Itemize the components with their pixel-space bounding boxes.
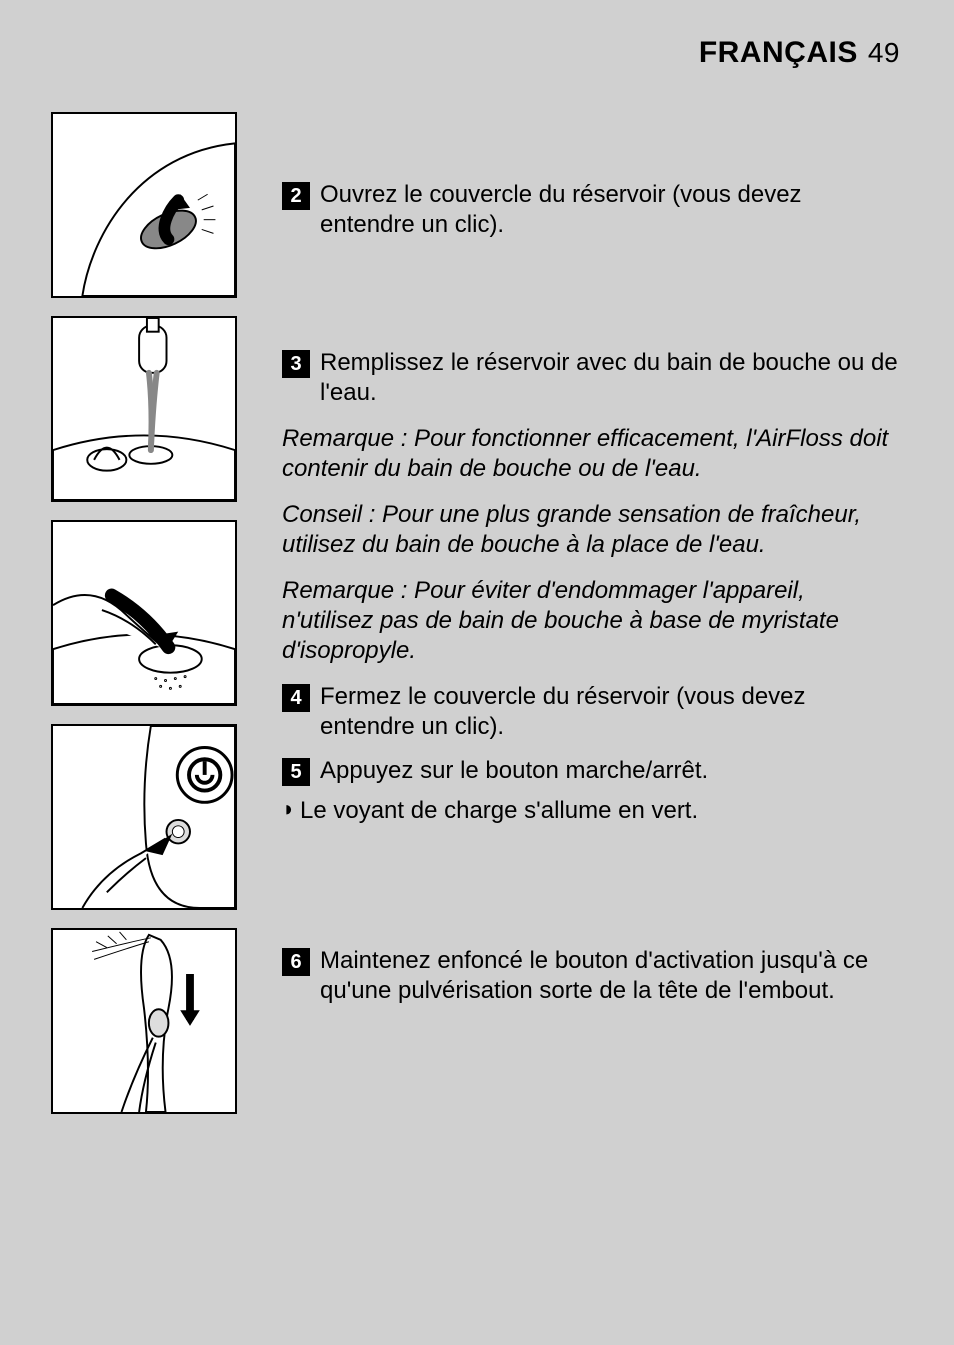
step-5-sub-text: Le voyant de charge s'allume en vert.	[300, 796, 698, 826]
figure-step-5	[51, 724, 237, 910]
step-number-badge: 6	[282, 948, 310, 976]
step-5-sub: ◗ Le voyant de charge s'allume en vert.	[282, 796, 902, 826]
step-3-text: Remplissez le réservoir avec du bain de …	[320, 348, 902, 408]
step-6-text: Maintenez enfoncé le bouton d'activation…	[320, 946, 902, 1006]
step-4-text: Fermez le couvercle du réservoir (vous d…	[320, 682, 902, 742]
step-5-text: Appuyez sur le bouton marche/arrêt.	[320, 756, 902, 786]
step-2-block: 2 Ouvrez le couvercle du réservoir (vous…	[282, 180, 902, 240]
note-1: Remarque : Pour fonctionner efficacement…	[282, 424, 902, 484]
text-column: 2 Ouvrez le couvercle du réservoir (vous…	[282, 180, 902, 1016]
step-3-block: 3 Remplissez le réservoir avec du bain d…	[282, 348, 902, 408]
step-4-block: 4 Fermez le couvercle du réservoir (vous…	[282, 682, 902, 742]
figure-step-3	[51, 316, 237, 502]
figure-step-4	[51, 520, 237, 706]
step-number-badge: 5	[282, 758, 310, 786]
step-5-block: 5 Appuyez sur le bouton marche/arrêt. ◗ …	[282, 756, 902, 826]
page-number: 49	[868, 37, 900, 68]
step-number-badge: 2	[282, 182, 310, 210]
step-2-text: Ouvrez le couvercle du réservoir (vous d…	[320, 180, 902, 240]
page-header: FRANÇAIS 49	[699, 36, 900, 70]
note-2: Conseil : Pour une plus grande sensation…	[282, 500, 902, 560]
step-number-badge: 3	[282, 350, 310, 378]
language-label: FRANÇAIS	[699, 36, 858, 69]
bullet-icon: ◗	[282, 796, 300, 822]
step-number-badge: 4	[282, 684, 310, 712]
page: FRANÇAIS 49	[0, 0, 954, 1345]
note-3: Remarque : Pour éviter d'endommager l'ap…	[282, 576, 902, 666]
figure-column	[51, 112, 237, 1132]
figure-step-6	[51, 928, 237, 1114]
figure-step-2	[51, 112, 237, 298]
step-6-block: 6 Maintenez enfoncé le bouton d'activati…	[282, 946, 902, 1006]
